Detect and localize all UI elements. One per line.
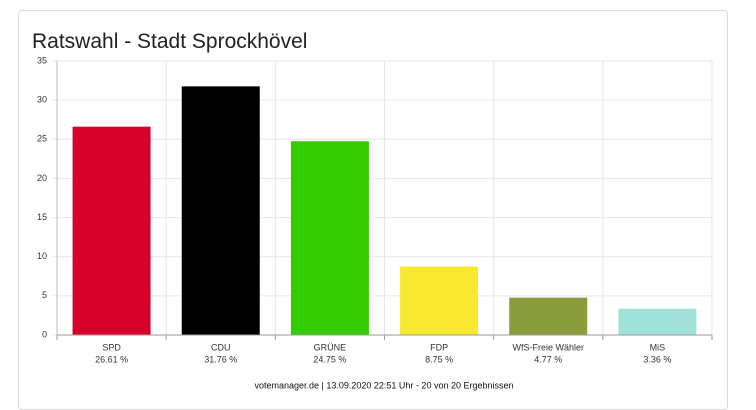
x-tick-label: MiS [650, 342, 666, 352]
bar [290, 141, 369, 335]
y-tick-label: 30 [37, 95, 47, 105]
value-label: 3.36 % [643, 354, 671, 364]
value-label: 4.77 % [534, 354, 562, 364]
y-tick-label: 25 [37, 134, 47, 144]
x-tick-label: GRÜNE [314, 342, 347, 352]
value-label: 8.75 % [425, 354, 453, 364]
bar [181, 86, 260, 336]
y-tick-label: 5 [42, 290, 47, 300]
bar [72, 126, 151, 335]
y-tick-label: 35 [37, 55, 47, 65]
value-label: 31.76 % [204, 354, 237, 364]
bar [509, 297, 588, 335]
x-tick-label: CDU [211, 342, 231, 352]
x-tick-label: WfS-Freie Wähler [512, 342, 584, 352]
value-label: 24.75 % [313, 354, 346, 364]
y-tick-label: 20 [37, 173, 47, 183]
y-tick-label: 15 [37, 212, 47, 222]
x-tick-label: FDP [430, 342, 448, 352]
y-tick-label: 10 [37, 251, 47, 261]
footer: votemanager.de | 13.09.2020 22:51 Uhr - … [254, 380, 513, 390]
bar [400, 266, 479, 335]
y-tick-label: 0 [42, 329, 47, 339]
value-label: 26.61 % [95, 354, 128, 364]
chart-title: Ratswahl - Stadt Sprockhövel [32, 30, 307, 53]
x-tick-label: SPD [102, 342, 121, 352]
bar [618, 308, 697, 335]
